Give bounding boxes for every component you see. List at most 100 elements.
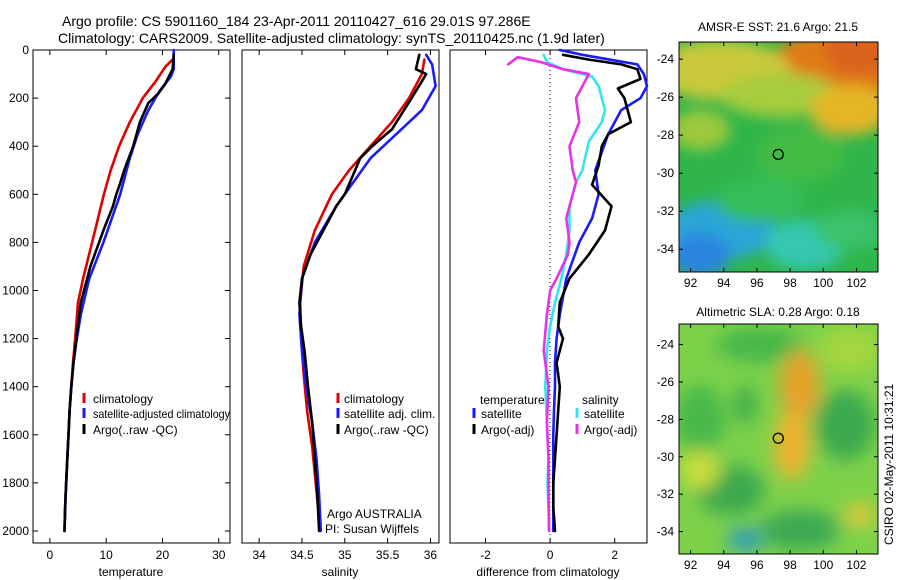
sla-map-title: Altimetric SLA: 0.28 Argo: 0.18 (696, 305, 860, 319)
x-tick-label: 100 (813, 558, 833, 572)
series-line-argo-raw-qc- (63, 53, 175, 533)
x-tick-label: 96 (750, 558, 764, 572)
x-tick-label: 92 (684, 276, 698, 290)
series-line-argo-raw-qc- (298, 53, 428, 533)
x-tick-label: 98 (783, 558, 797, 572)
legend-label-climatology: climatology (344, 392, 404, 406)
series-line-temperature-argo-adj- (551, 53, 642, 533)
y-tick-label: -32 (657, 487, 675, 501)
y-tick-label: -34 (657, 242, 675, 256)
legend-label-argo: Argo(..raw -QC) (344, 423, 429, 437)
y-tick-label: 200 (9, 91, 29, 105)
x-tick-label: 94 (717, 558, 731, 572)
difference-xlabel: difference from climatology (476, 565, 619, 579)
sla-heatmap (679, 324, 878, 554)
x-tick-label: 30 (212, 548, 226, 562)
temperature-yticks: 0 200 400 600 800 1000 1200 1400 1600 1800 2000 (2, 43, 230, 538)
legend-title-salinity: salinity (582, 393, 619, 407)
x-tick-label: 35 (338, 548, 352, 562)
y-tick-label: 1600 (2, 428, 29, 442)
x-tick-label: 92 (684, 558, 698, 572)
legend-label-climatology: climatology (93, 392, 153, 406)
x-tick-label: 94 (717, 276, 731, 290)
difference-xticks: -2 0 2 (480, 50, 618, 562)
y-tick-label: 1000 (2, 283, 29, 297)
y-tick-label: -26 (657, 90, 675, 104)
temperature-series (63, 48, 175, 533)
y-tick-label: -28 (657, 412, 675, 426)
csiro-stamp: CSIRO 02-May-2011 10:31:21 (882, 383, 896, 545)
x-tick-label: 10 (99, 548, 113, 562)
sst-heatmap (679, 42, 878, 272)
legend-label-temp-satellite: satellite (481, 407, 522, 421)
x-tick-label: 20 (156, 548, 170, 562)
salinity-xticks: 34 34.5 35 35.5 36 (252, 50, 437, 562)
sst-map-frame (678, 41, 879, 273)
figure-title-line2: Climatology: CARS2009. Satellite-adjuste… (58, 30, 605, 46)
difference-series (506, 48, 649, 533)
sla-map-panel: Altimetric SLA: 0.28 Argo: 0.18 92 94 96 98… (657, 305, 879, 572)
y-tick-label: 2000 (2, 524, 29, 538)
x-tick-label: 102 (846, 558, 866, 572)
x-tick-label: 102 (846, 276, 866, 290)
y-tick-label: -24 (657, 52, 675, 66)
difference-plot-frame (449, 49, 648, 544)
y-tick-label: -32 (657, 204, 675, 218)
salinity-series (298, 53, 437, 533)
salinity-legend: climatology satellite adj. clim. Argo(..… (336, 392, 435, 437)
temperature-legend: climatology satellite-adjusted climatolo… (82, 392, 230, 437)
sla-map-yticks: -24 -26 -28 -30 -32 -34 (657, 338, 878, 539)
sst-map-xticks: 92 94 96 98 100 102 (684, 42, 867, 290)
legend-label-sal-satellite: satellite (584, 407, 625, 421)
sla-map-xticks: 92 94 96 98 100 102 (684, 324, 867, 572)
difference-legend: temperature satellite Argo(-adj) salinit… (472, 393, 637, 437)
y-tick-label: -30 (657, 166, 675, 180)
legend-title-temperature: temperature (480, 393, 545, 407)
y-tick-label: -26 (657, 375, 675, 389)
credit-line-1: Argo AUSTRALIA (327, 507, 422, 521)
series-line-climatology (63, 58, 174, 533)
sst-map-title: AMSR-E SST: 21.6 Argo: 21.5 (698, 20, 858, 34)
series-line-satellite-adj-clim- (298, 53, 437, 533)
difference-panel: -2 0 2 difference from climatology tempera… (449, 48, 649, 579)
x-tick-label: -2 (480, 548, 491, 562)
x-tick-label: 34.5 (290, 548, 314, 562)
sla-map-frame (678, 323, 879, 555)
temperature-plot-frame (32, 49, 231, 544)
y-tick-label: -24 (657, 338, 675, 352)
y-tick-label: 0 (22, 43, 29, 57)
y-tick-label: 800 (9, 235, 29, 249)
credit-line-2: PI: Susan Wijffels (325, 522, 419, 536)
x-tick-label: 2 (611, 548, 618, 562)
y-tick-label: 1200 (2, 332, 29, 346)
y-tick-label: 400 (9, 139, 29, 153)
x-tick-label: 36 (424, 548, 438, 562)
sst-argo-marker (772, 148, 784, 160)
series-line-climatology (298, 58, 426, 533)
x-tick-label: 100 (813, 276, 833, 290)
legend-label-argo: Argo(..raw -QC) (93, 423, 178, 437)
salinity-panel: 34 34.5 35 35.5 36 salinity climatology sate… (241, 49, 440, 579)
y-tick-label: -34 (657, 525, 675, 539)
series-line-temperature-satellite (551, 48, 649, 533)
salinity-plot-frame (241, 49, 440, 544)
x-tick-label: 0 (47, 548, 54, 562)
x-tick-label: 34 (252, 548, 266, 562)
legend-label-sal-argo: Argo(-adj) (584, 423, 637, 437)
x-tick-label: 35.5 (376, 548, 400, 562)
y-tick-label: -30 (657, 450, 675, 464)
x-tick-label: 98 (783, 276, 797, 290)
legend-label-satellite: satellite-adjusted climatology (93, 407, 230, 421)
temperature-panel: 0 200 400 600 800 1000 1200 1400 1600 1800 2000 0 1… (2, 43, 231, 579)
salinity-xlabel: salinity (322, 565, 359, 579)
temperature-xticks: 0 10 20 30 (47, 50, 226, 562)
y-tick-label: 600 (9, 187, 29, 201)
sst-map-yticks: -24 -26 -28 -30 -32 -34 (657, 52, 878, 256)
figure-title-line1: Argo profile: CS 5901160_184 23-Apr-2011… (62, 13, 531, 29)
sst-map-panel: AMSR-E SST: 21.6 Argo: 21.5 92 94 96 98 100 1… (657, 20, 879, 290)
sla-argo-marker (772, 432, 784, 444)
y-tick-label: 1800 (2, 476, 29, 490)
y-tick-label: -28 (657, 128, 675, 142)
temperature-xlabel: temperature (99, 565, 164, 579)
